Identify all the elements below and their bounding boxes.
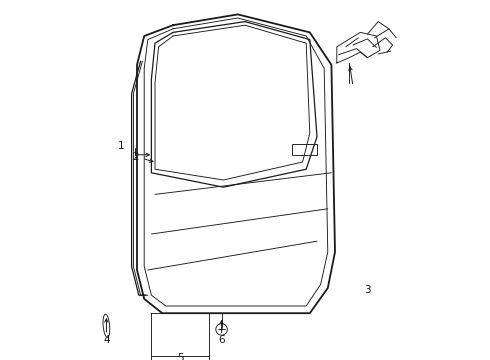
Text: 2: 2 (132, 152, 139, 162)
Text: 1: 1 (118, 141, 124, 151)
Text: 3: 3 (364, 285, 371, 295)
Text: 4: 4 (103, 335, 110, 345)
Text: 6: 6 (218, 335, 225, 345)
Text: 5: 5 (177, 353, 184, 360)
